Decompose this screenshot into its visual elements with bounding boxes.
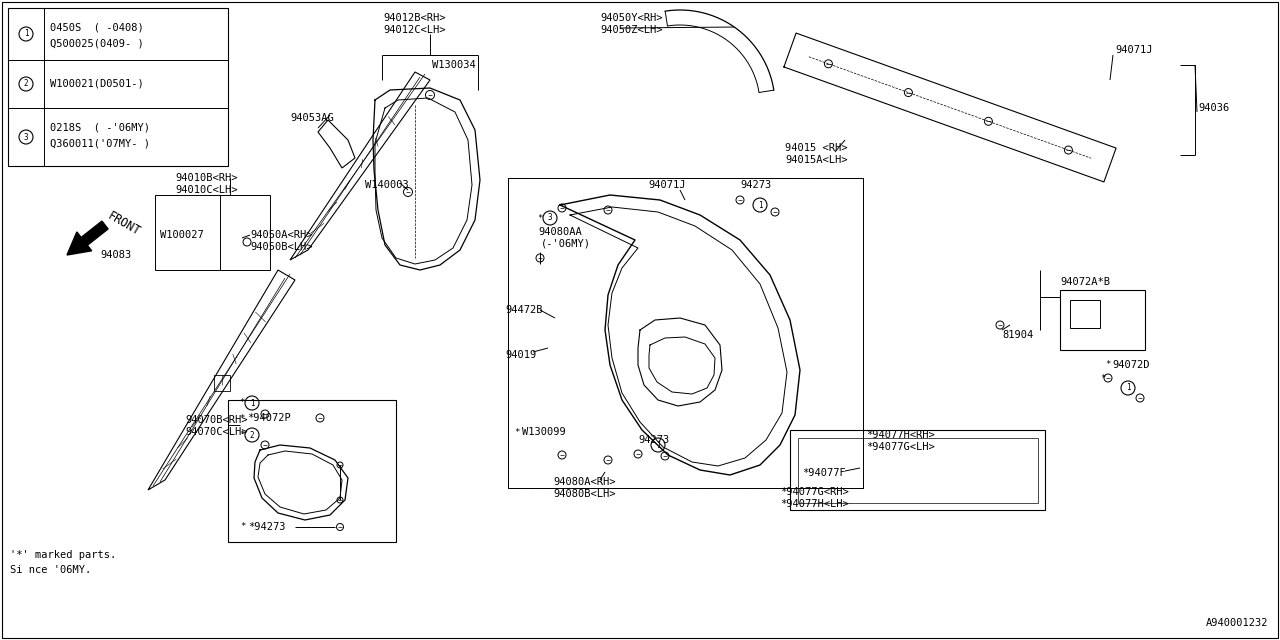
Text: W140003: W140003 [365,180,408,190]
Text: W100021(D0501-): W100021(D0501-) [50,79,143,89]
Text: 94273: 94273 [740,180,772,190]
Text: *: * [239,413,244,422]
Text: 1: 1 [24,29,28,38]
Text: 1: 1 [655,440,660,449]
Text: Q360011('07MY- ): Q360011('07MY- ) [50,139,150,149]
Text: *: * [241,522,246,531]
Bar [508,178,863,488]
Text: 94072D: 94072D [1112,360,1149,370]
Text: 3: 3 [24,132,28,141]
Text: Q500025(0409- ): Q500025(0409- ) [50,38,143,48]
Text: 94071J: 94071J [1115,45,1152,55]
Text: *94273: *94273 [248,522,285,532]
Text: 94036: 94036 [1198,103,1229,113]
Text: 94012C<LH>: 94012C<LH> [383,25,445,35]
Text: 1: 1 [758,200,763,209]
Text: 94070B<RH>: 94070B<RH> [186,415,247,425]
Text: A940001232: A940001232 [1206,618,1268,628]
Text: *94077H<LH>: *94077H<LH> [780,499,849,509]
Bar [797,438,1038,503]
Text: '*' marked parts.: '*' marked parts. [10,550,116,560]
Text: 94071J: 94071J [648,180,686,190]
Bar [8,8,228,166]
Text: *94077G<RH>: *94077G<RH> [780,487,849,497]
Text: Si nce '06MY.: Si nce '06MY. [10,565,91,575]
Text: *: * [239,431,244,440]
Text: 94050B<LH>: 94050B<LH> [250,242,312,252]
Text: *94077G<LH>: *94077G<LH> [867,442,934,452]
Text: 94080B<LH>: 94080B<LH> [553,489,616,499]
Text: 94050A<RH>: 94050A<RH> [250,230,312,240]
Text: 94050Z<LH>: 94050Z<LH> [600,25,663,35]
Text: 94053AG: 94053AG [291,113,334,123]
Text: (-'06MY): (-'06MY) [541,239,591,249]
Bar [508,178,863,488]
Bar [155,195,270,270]
Text: 94012B<RH>: 94012B<RH> [383,13,445,23]
Text: FRONT: FRONT [105,209,142,239]
Text: 94080AA: 94080AA [538,227,581,237]
Text: 94080A<RH>: 94080A<RH> [553,477,616,487]
Text: 81904: 81904 [1002,330,1033,340]
Text: *: * [515,428,520,436]
Text: 94472B: 94472B [506,305,543,315]
Text: 94010B<RH>: 94010B<RH> [175,173,238,183]
Text: 94019: 94019 [506,350,536,360]
Bar [790,430,1044,510]
Text: 94083: 94083 [100,250,132,260]
Text: *: * [1101,374,1106,383]
Text: 2: 2 [250,431,255,440]
Bar [1060,290,1146,350]
Text: *: * [1106,360,1111,369]
Text: *94077F: *94077F [803,468,846,478]
Text: 94015 <RH>: 94015 <RH> [785,143,847,153]
Text: 0218S  ( -'06MY): 0218S ( -'06MY) [50,123,150,133]
Text: 2: 2 [24,79,28,88]
Text: W100027: W100027 [160,230,204,240]
Text: W130034: W130034 [433,60,476,70]
Bar [214,375,230,391]
Text: 94273: 94273 [637,435,669,445]
Text: 94072A*B: 94072A*B [1060,277,1110,287]
Text: 94050Y<RH>: 94050Y<RH> [600,13,663,23]
Text: 1: 1 [250,399,255,408]
Text: *: * [239,399,244,408]
Text: *94072P: *94072P [247,413,291,423]
Bar [1070,300,1100,328]
Text: *: * [538,214,543,223]
Text: 94015A<LH>: 94015A<LH> [785,155,847,165]
Text: 3: 3 [548,214,552,223]
Text: 0450S  ( -0408): 0450S ( -0408) [50,23,143,33]
Bar [228,400,396,542]
Text: 94070C<LH>: 94070C<LH> [186,427,247,437]
Text: 94010C<LH>: 94010C<LH> [175,185,238,195]
Text: W130099: W130099 [522,427,566,437]
FancyArrow shape [67,221,108,255]
Text: 1: 1 [1125,383,1130,392]
Text: *94077H<RH>: *94077H<RH> [867,430,934,440]
